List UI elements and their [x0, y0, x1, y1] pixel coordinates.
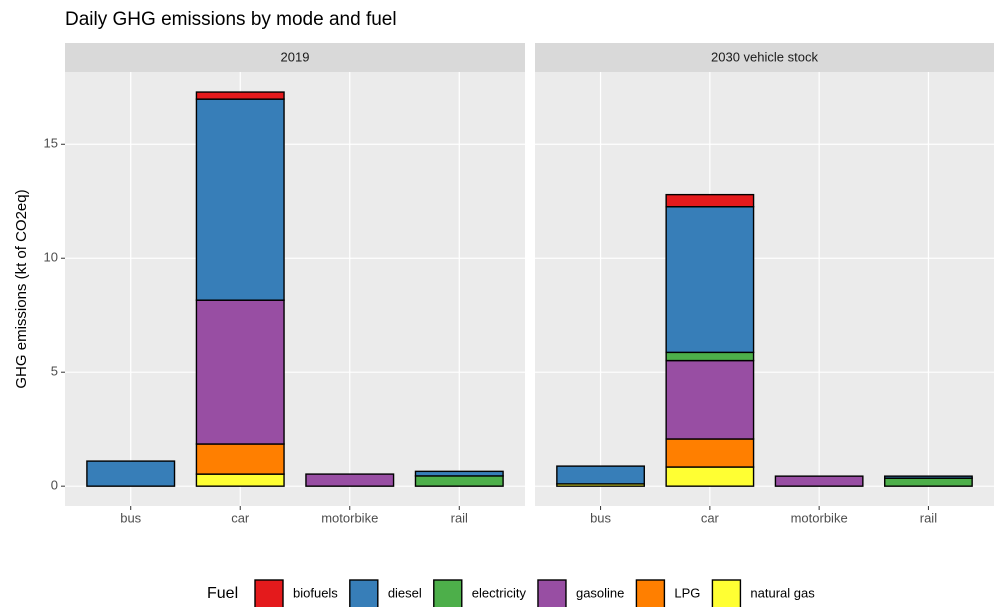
bar-segment: [665, 438, 755, 468]
y-tick-label: 0: [51, 478, 58, 493]
y-tick-label: 5: [51, 364, 58, 379]
strip-label: 2019: [281, 49, 310, 64]
legend-key: [254, 579, 284, 607]
bar-segment: [195, 91, 285, 100]
bar-segment: [774, 475, 864, 487]
x-tick-label: rail: [451, 510, 468, 525]
bar-segment: [884, 475, 973, 479]
legend-label: diesel: [388, 585, 422, 600]
y-axis-title: GHG emissions (kt of CO2eq): [13, 189, 30, 388]
bar-segment: [665, 351, 755, 362]
legend-label: gasoline: [576, 585, 624, 600]
panel-background: [65, 72, 525, 506]
bar-segment: [195, 443, 285, 475]
bar-segment: [195, 473, 285, 487]
bar-segment: [884, 477, 973, 487]
legend-label: electricity: [472, 585, 527, 600]
legend-key: [711, 579, 742, 607]
bar-segment: [665, 359, 755, 440]
strip-label: 2030 vehicle stock: [711, 49, 818, 64]
bar-segment: [414, 470, 504, 477]
x-tick-label: car: [701, 510, 720, 525]
x-tick-label: car: [231, 510, 250, 525]
bar-segment: [86, 460, 176, 487]
x-tick-label: bus: [590, 510, 611, 525]
legend-title: Fuel: [207, 585, 238, 602]
legend-label: biofuels: [293, 585, 338, 600]
bar-segment: [665, 206, 755, 354]
legend-key: [635, 579, 666, 607]
x-tick-label: bus: [120, 510, 141, 525]
bar-segment: [195, 98, 285, 301]
legend-label: LPG: [674, 585, 700, 600]
chart-title: Daily GHG emissions by mode and fuel: [65, 9, 397, 30]
bar-segment: [414, 475, 504, 487]
bar-segment: [665, 466, 755, 487]
y-tick-label: 10: [44, 250, 58, 265]
panel-background: [535, 72, 994, 506]
strip-background: [65, 43, 525, 72]
x-tick-label: rail: [920, 510, 937, 525]
bar-segment: [195, 299, 285, 445]
x-tick-label: motorbike: [321, 510, 378, 525]
legend-key: [537, 579, 567, 607]
strip-background: [535, 43, 994, 72]
bar-segment: [305, 473, 395, 487]
legend-key: [349, 579, 379, 607]
legend-key: [433, 579, 463, 607]
y-tick-label: 15: [44, 136, 58, 151]
bar-segment: [556, 465, 645, 485]
bar-segment: [665, 193, 755, 208]
x-tick-label: motorbike: [791, 510, 848, 525]
legend-label: natural gas: [750, 585, 815, 600]
